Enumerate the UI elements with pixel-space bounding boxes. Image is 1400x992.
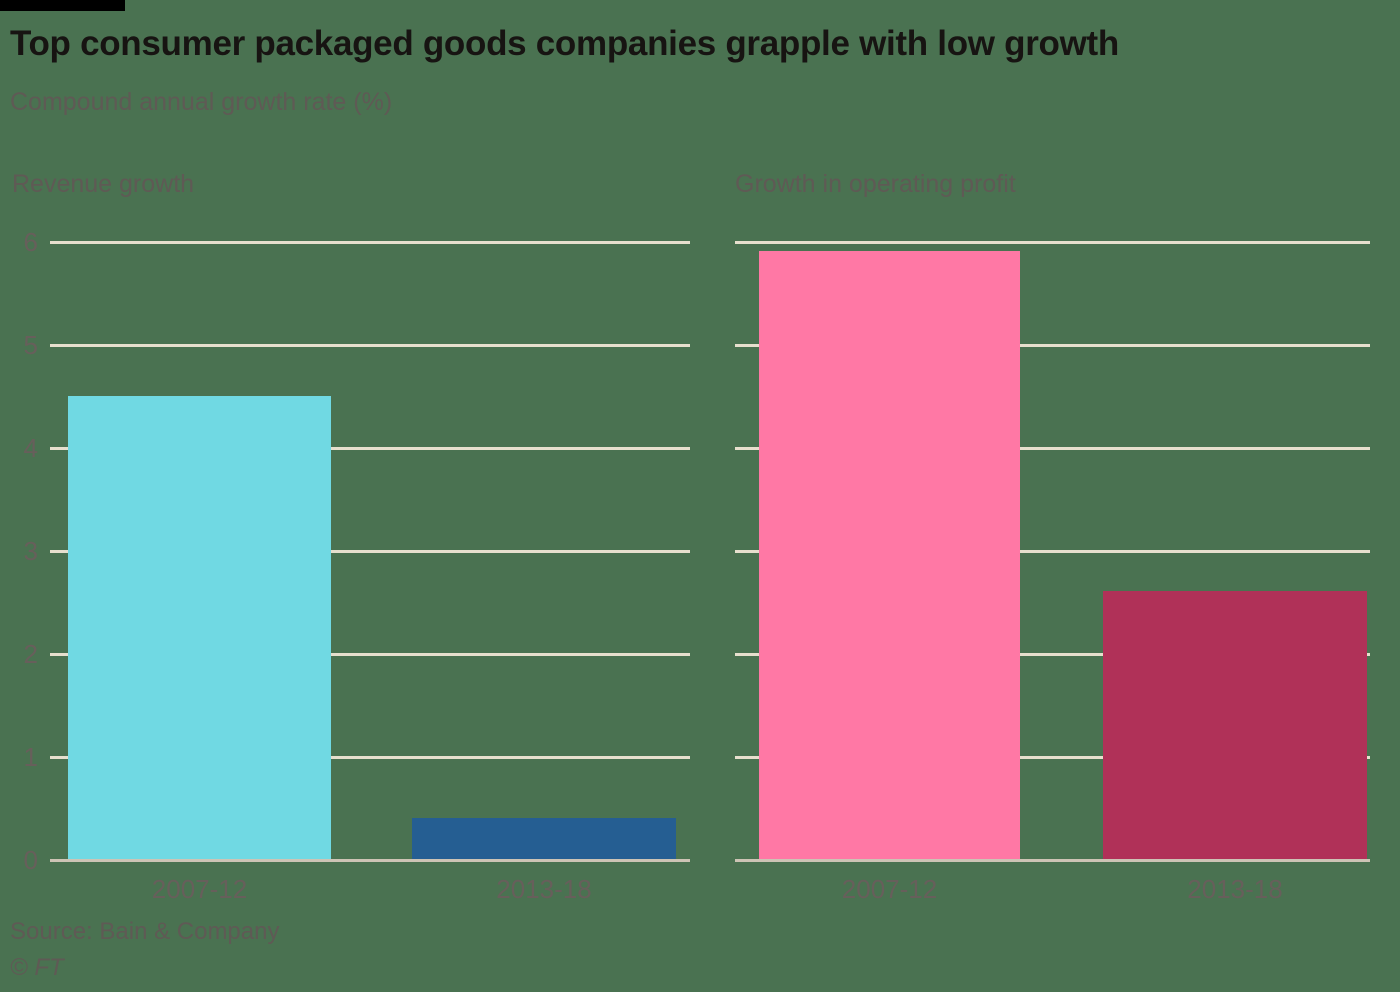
gridline-5 [50,344,690,347]
gridline-2 [50,653,690,656]
gridline-2 [735,653,1370,656]
source-note: Source: Bain & Company [10,918,280,945]
gridline-6 [50,241,690,244]
chart-subtitle: Compound annual growth rate (%) [10,88,393,116]
y-tick-label-4: 4 [23,433,38,463]
bar-2013-18 [412,817,676,859]
x-tick-label: 2007-12 [841,874,938,904]
gridline-3 [735,550,1370,553]
gridline-3 [50,550,690,553]
bar-2007-12 [68,395,331,859]
y-tick-label-5: 5 [23,330,38,360]
operating-profit-panel: 2007-12 2013-18 [735,241,1370,904]
y-tick-label-6: 6 [23,227,38,257]
y-axis: 0 1 2 3 4 5 6 [0,229,38,873]
panel-title-operating-profit: Growth in operating profit [735,170,1016,198]
baseline [50,859,690,862]
panel-title-revenue-growth: Revenue growth [12,170,195,198]
x-tick-label: 2007-12 [151,874,248,904]
gridline-5 [735,344,1370,347]
y-tick-label-2: 2 [23,639,38,669]
ft-copyright: © FT [10,954,64,981]
y-tick-label-1: 1 [23,742,38,772]
gridline-6 [735,241,1370,244]
gridline-4 [50,447,690,450]
gridline-1 [50,756,690,759]
gridline-1 [735,756,1370,759]
y-tick-label-3: 3 [23,536,38,566]
revenue-growth-panel: 2007-12 2013-18 [50,241,690,904]
bar-2013-18 [1103,591,1367,859]
x-tick-label: 2013-18 [496,874,592,904]
bar-2007-12 [759,251,1020,859]
x-tick-label: 2013-18 [1187,874,1283,904]
ft-tag-bar [0,0,125,11]
chart-title: Top consumer packaged goods companies gr… [10,24,1119,63]
baseline [735,859,1370,862]
y-tick-label-0: 0 [23,845,38,875]
gridline-4 [735,447,1370,450]
